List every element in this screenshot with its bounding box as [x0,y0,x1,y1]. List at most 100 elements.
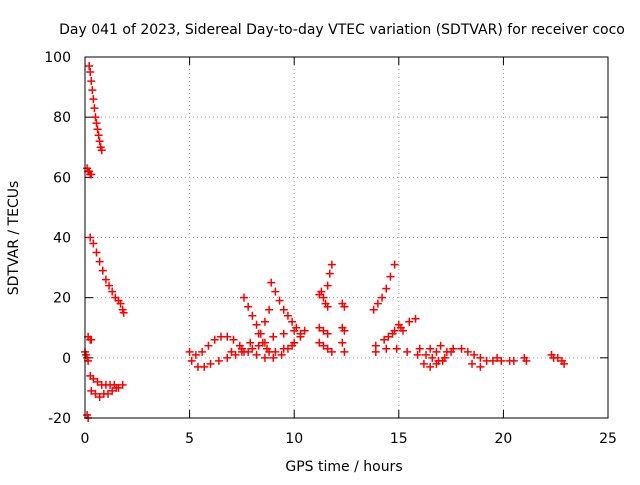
data-point [248,311,257,320]
data-point [97,146,106,155]
data-point [87,77,96,86]
data-point [104,389,113,398]
data-point [413,350,422,359]
data-point [248,344,257,353]
data-point [340,302,349,311]
data-point [210,335,219,344]
data-point [488,356,497,365]
x-axis-label: GPS time / hours [285,459,402,475]
data-point [553,353,562,362]
data-point [237,344,246,353]
data-point [432,359,441,368]
data-point [244,347,253,356]
data-point [327,347,336,356]
y-tick-label: -20 [48,411,71,427]
data-point [468,359,477,368]
data-point [369,305,378,314]
data-point [118,380,127,389]
y-tick-label: 100 [44,50,71,66]
data-point [105,281,114,290]
data-point [421,350,430,359]
data-point [271,347,280,356]
x-tick-label: 25 [599,431,617,447]
chart-title: Day 041 of 2023, Sidereal Day-to-day VTE… [59,22,625,38]
data-point [319,293,328,302]
data-point [91,389,100,398]
data-point [87,170,96,179]
data-point [323,302,332,311]
data-point [403,347,412,356]
data-point [288,317,297,326]
data-point [463,347,472,356]
data-point [315,338,324,347]
data-point [279,305,288,314]
y-axis-label: SDTVAR / TECUs [6,181,22,296]
data-point [426,362,435,371]
data-point [275,296,284,305]
data-point [95,392,104,401]
data-point [292,323,301,332]
data-point [382,284,391,293]
data-point [394,320,403,329]
data-point [95,137,104,146]
grid-lines [85,57,608,418]
data-point [378,293,387,302]
data-point [87,335,96,344]
data-point [428,353,437,362]
data-point [319,326,328,335]
x-tick-label: 10 [285,431,303,447]
data-point [85,62,94,71]
data-point [338,338,347,347]
ticks: 0 5 10 15 20 25 -20 0 20 40 60 80 100 [44,50,617,447]
data-point [470,350,479,359]
data-point [246,338,255,347]
data-point [254,341,263,350]
data-point [93,125,102,134]
data-point [256,329,265,338]
data-point [382,344,391,353]
data-point [260,317,269,326]
data-point [288,341,297,350]
data-point [436,341,445,350]
data-point [340,326,349,335]
data-point [90,104,99,113]
plot-frame [84,56,609,419]
data-point [411,314,420,323]
data-point [279,329,288,338]
data-point [214,356,223,365]
data-point [101,275,110,284]
x-tick-label: 5 [185,431,194,447]
data-point [398,326,407,335]
data-point [108,287,117,296]
data-point [457,344,466,353]
data-point [252,350,261,359]
data-point [371,347,380,356]
data-point [522,356,531,365]
data-point [380,335,389,344]
x-tick-label: 15 [390,431,408,447]
data-point [86,233,95,242]
data-point [392,344,401,353]
data-point [252,320,261,329]
data-point [325,269,334,278]
data-point [108,386,117,395]
data-point [93,377,102,386]
data-points [81,62,569,422]
data-point [319,341,328,350]
data-point [269,353,278,362]
data-point [269,332,278,341]
data-point [95,257,104,266]
y-tick-label: 40 [53,231,71,247]
data-point [373,299,382,308]
data-point [231,350,240,359]
data-point [340,347,349,356]
data-point [323,344,332,353]
data-point [438,356,447,365]
data-point [426,344,435,353]
data-point [390,326,399,335]
data-point [244,302,253,311]
data-point [198,347,207,356]
data-point [315,323,324,332]
data-point [386,272,395,281]
